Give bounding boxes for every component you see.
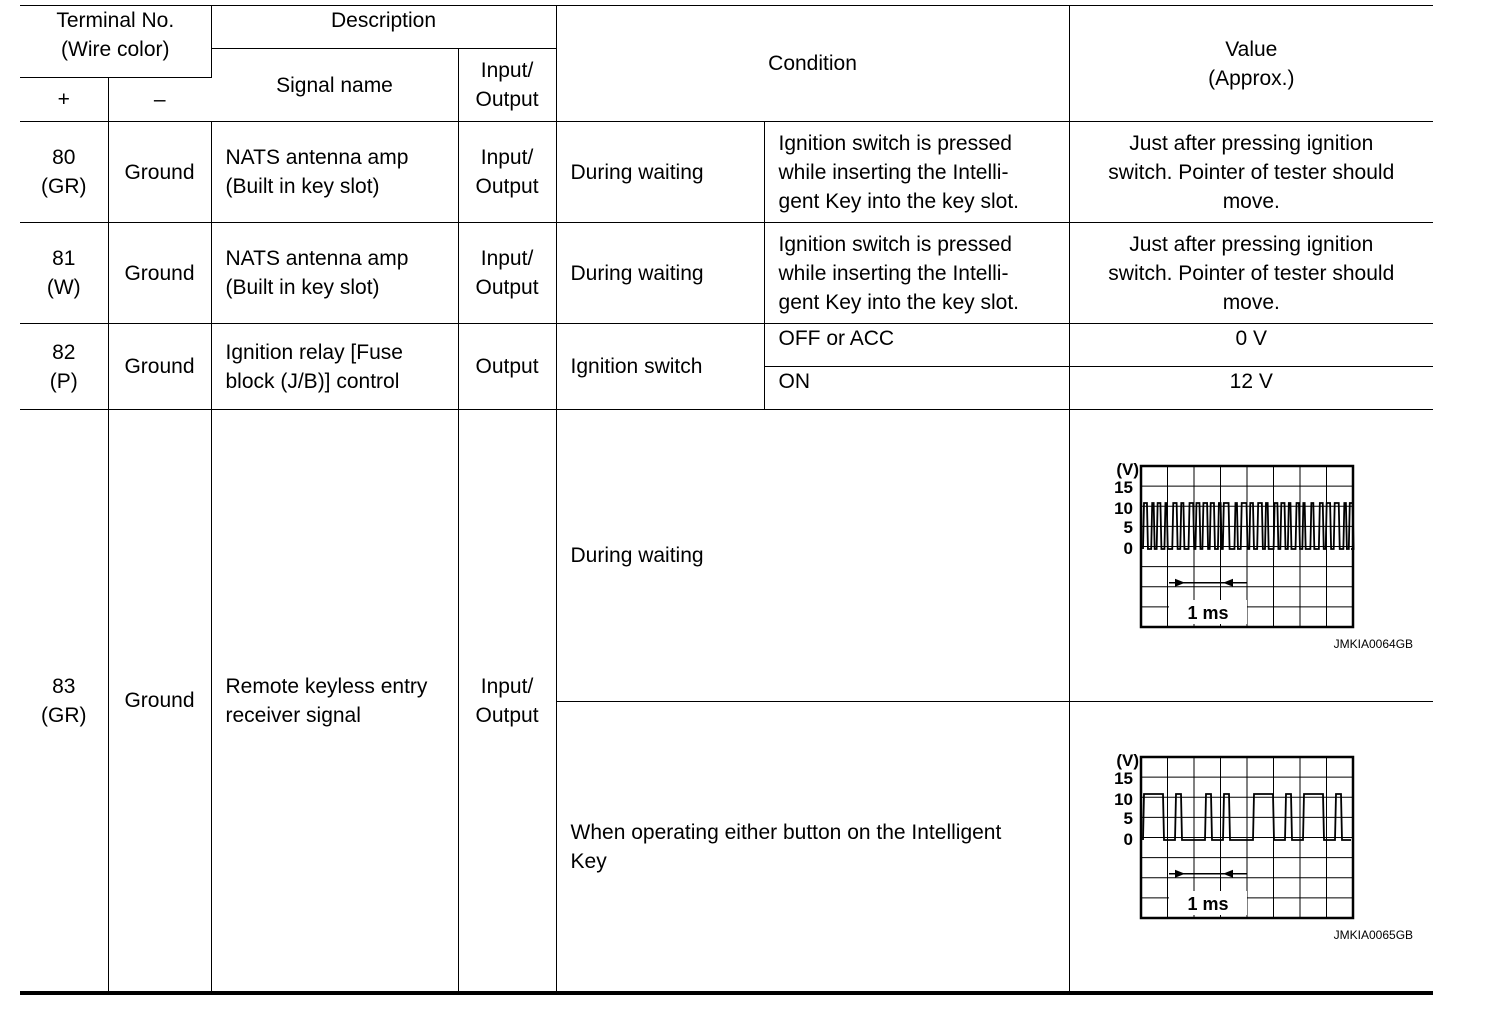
terminal: 83 (GR)	[20, 409, 109, 992]
sub-condition: ON	[764, 366, 1070, 410]
figure-code: JMKIA0065GB	[1333, 927, 1414, 942]
ground: Ground	[107, 121, 212, 223]
arrow-head	[1223, 578, 1234, 587]
condition: Ignition switch	[555, 323, 765, 410]
header-plus: +	[20, 77, 109, 122]
axis-label: 5	[1124, 518, 1133, 537]
condition: During waiting	[555, 222, 765, 324]
header-io: Input/ Output	[457, 48, 557, 122]
condition: When operating either button on the Inte…	[556, 701, 1070, 992]
axis-label: 5	[1124, 809, 1133, 828]
table-row: 82 (P) Ground Ignition relay [Fuse block…	[20, 323, 1434, 410]
ground: Ground	[107, 222, 212, 324]
condition: During waiting	[555, 409, 1070, 702]
oscilloscope-waveform: (V)15 105 0 1 ms	[1114, 461, 1355, 628]
axis-label: 1 ms	[1188, 603, 1229, 623]
value-waveform: (V) 15 10 5 0 1 ms JMKIA0064GB	[1068, 409, 1434, 702]
ground: Ground	[107, 323, 212, 410]
header-condition: Condition	[555, 5, 1070, 122]
value: Just after pressing ignition switch. Poi…	[1068, 121, 1434, 223]
value-waveform: (V) 15 10 5 0 1 ms JMKIA0065GB	[1068, 701, 1434, 992]
condition: During waiting	[555, 121, 765, 223]
table-row: 83 (GR) Ground Remote keyless entry rece…	[20, 409, 1434, 992]
terminal: 82 (P)	[20, 323, 109, 410]
axis-label: 0	[1124, 830, 1133, 849]
arrow-head	[1175, 869, 1186, 878]
sub-condition: Ignition switch is pressed while inserti…	[763, 222, 1070, 324]
terminal-table: Terminal No. (Wire color) Description Co…	[20, 5, 1434, 992]
header-minus: –	[107, 77, 211, 122]
table-bottom-rule	[20, 991, 1433, 995]
axis-label: 1 ms	[1188, 894, 1229, 914]
value: 12 V	[1068, 366, 1434, 410]
signal-name: NATS antenna amp (Built in key slot)	[210, 121, 459, 223]
ground: Ground	[107, 409, 212, 992]
table-row: 81 (W) Ground NATS antenna amp (Built in…	[20, 222, 1434, 324]
value: Just after pressing ignition switch. Poi…	[1068, 222, 1434, 324]
header-description: Description	[210, 5, 557, 49]
figure-code: JMKIA0064GB	[1333, 636, 1414, 651]
signal-name: Ignition relay [Fuse block (J/B)] contro…	[210, 323, 459, 410]
axis-label: 10	[1114, 499, 1133, 518]
axis-label: (V)	[1116, 461, 1139, 479]
axis-label: 0	[1124, 539, 1133, 558]
terminal: 80 (GR)	[20, 121, 109, 223]
sub-condition: OFF or ACC	[763, 323, 1070, 367]
arrow-head	[1175, 578, 1186, 587]
io: Input/ Output	[457, 409, 557, 992]
header-terminal: Terminal No. (Wire color)	[20, 5, 212, 78]
axis-label: (V)	[1116, 752, 1139, 770]
axis-label: 10	[1114, 790, 1133, 809]
io: Input/ Output	[457, 121, 557, 223]
axis-label: 15	[1114, 478, 1133, 497]
io: Output	[457, 323, 557, 410]
sub-condition: Ignition switch is pressed while inserti…	[763, 121, 1070, 223]
terminal: 81 (W)	[20, 222, 109, 324]
oscilloscope-waveform: (V)15 105 0 1 ms	[1114, 752, 1355, 919]
axis-label: 15	[1114, 769, 1133, 788]
signal-trace	[1142, 792, 1352, 841]
table-row: 80 (GR) Ground NATS antenna amp (Built i…	[20, 121, 1434, 223]
arrow-head	[1223, 869, 1234, 878]
signal-name: Remote keyless entry receiver signal	[210, 409, 459, 992]
signal-name: NATS antenna amp (Built in key slot)	[210, 222, 459, 324]
header-signal-name: Signal name	[211, 48, 459, 122]
io: Input/ Output	[457, 222, 557, 324]
value: 0 V	[1068, 323, 1434, 367]
signal-trace	[1142, 501, 1355, 550]
header-value: Value (Approx.)	[1068, 5, 1434, 122]
